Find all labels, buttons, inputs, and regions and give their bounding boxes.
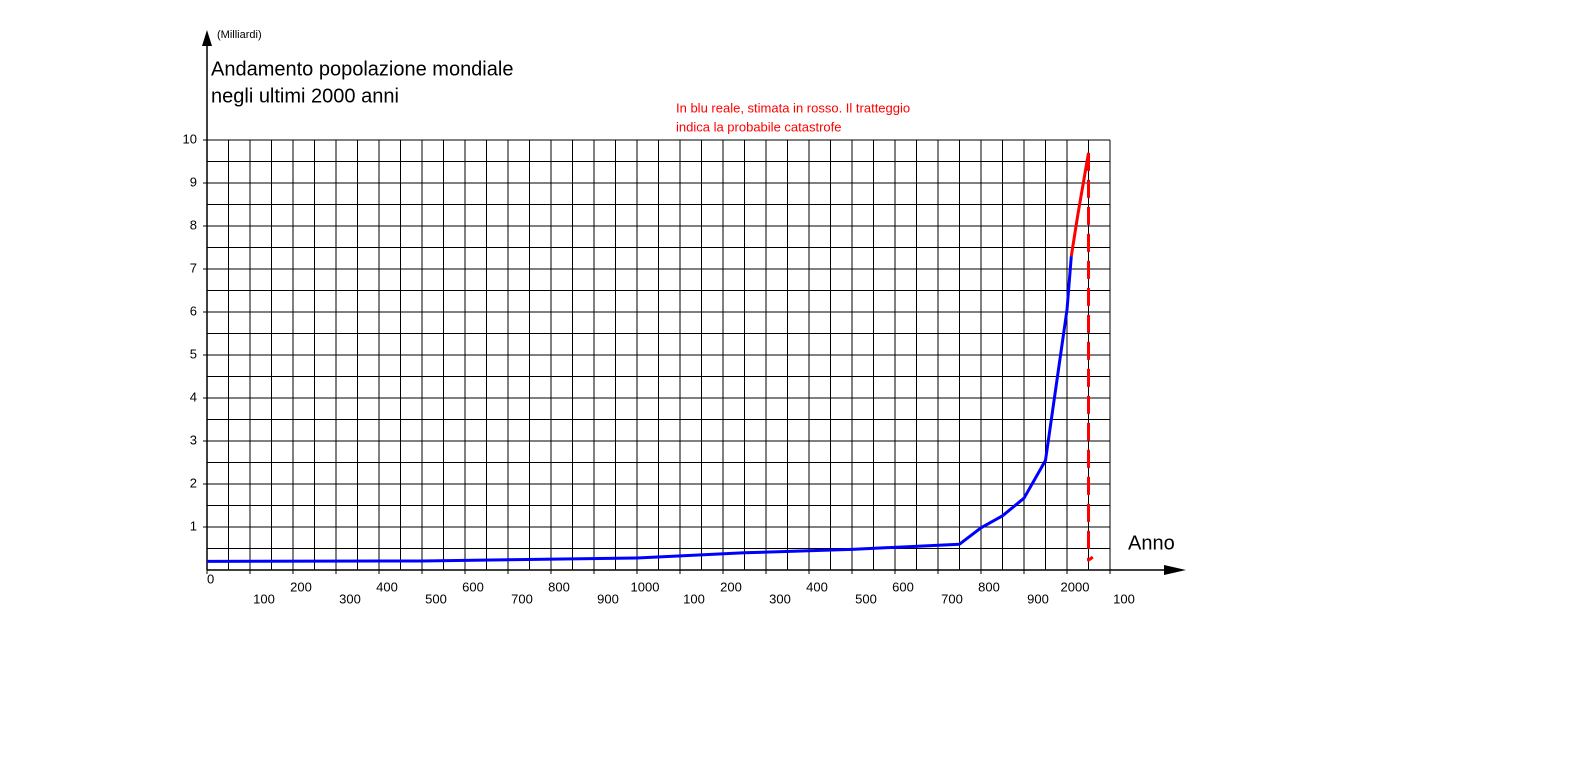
y-tick-label: 9: [190, 174, 197, 189]
data-line: [1087, 152, 1094, 562]
y-tick-label: 10: [183, 131, 197, 146]
x-tick-label: 100: [1113, 591, 1135, 606]
y-tick-label: 1: [190, 518, 197, 533]
y-axis-arrow: [202, 30, 212, 46]
x-tick-label: 500: [425, 591, 447, 606]
chart-title: Andamento popolazione mondiale: [211, 58, 513, 80]
x-tick-label: 200: [720, 579, 742, 594]
x-tick-label: 300: [339, 591, 361, 606]
x-tick-label: 600: [892, 579, 914, 594]
x-axis-label: Anno: [1128, 532, 1175, 554]
annotation: indica la probabile catastrofe: [676, 119, 842, 134]
x-tick-label: 500: [855, 591, 877, 606]
unit-label: (Milliardi): [217, 29, 262, 41]
data-line: [206, 255, 1073, 563]
x-tick-label: 400: [376, 579, 398, 594]
x-tick-label: 100: [683, 591, 705, 606]
y-tick-label: 5: [190, 346, 197, 361]
x-tick-label: 100: [253, 591, 275, 606]
x-tick-label: 300: [769, 591, 791, 606]
x-tick-label: 200: [290, 579, 312, 594]
chart-title: negli ultimi 2000 anni: [211, 85, 399, 107]
y-tick-label: 7: [190, 260, 197, 275]
x-tick-label: 400: [806, 579, 828, 594]
x-tick-label: 0: [207, 571, 214, 586]
x-axis-arrow: [1164, 565, 1186, 575]
y-tick-label: 6: [190, 303, 197, 318]
x-tick-label: 2000: [1061, 579, 1090, 594]
data-line: [1069, 152, 1090, 257]
x-tick-label: 800: [548, 579, 570, 594]
y-tick-label: 4: [190, 389, 197, 404]
x-tick-label: 900: [1027, 591, 1049, 606]
x-tick-label: 700: [511, 591, 533, 606]
x-tick-label: 700: [941, 591, 963, 606]
annotation: In blu reale, stimata in rosso. Il tratt…: [676, 100, 910, 115]
x-tick-label: 600: [462, 579, 484, 594]
x-tick-label: 900: [597, 591, 619, 606]
y-tick-label: 8: [190, 217, 197, 232]
y-tick-label: 2: [190, 475, 197, 490]
x-tick-label: 800: [978, 579, 1000, 594]
y-tick-label: 3: [190, 432, 197, 447]
x-tick-label: 1000: [631, 579, 660, 594]
